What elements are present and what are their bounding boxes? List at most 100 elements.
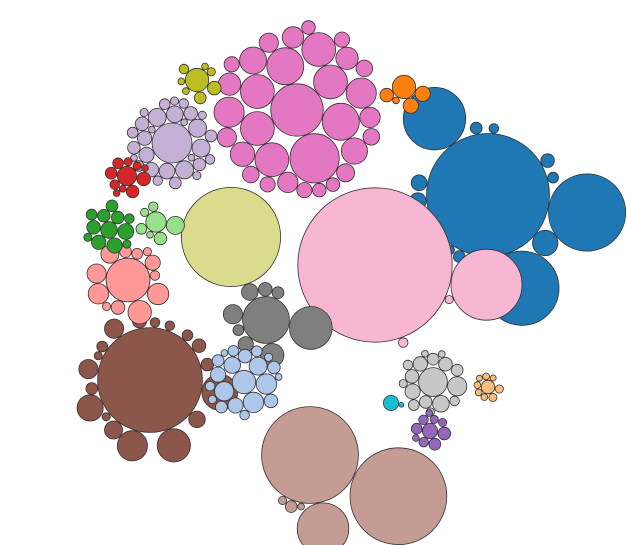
- bubble: [359, 106, 381, 129]
- bubble-group: [76, 313, 239, 463]
- bubble: [349, 447, 448, 545]
- bubble-group: [213, 20, 381, 199]
- bubble: [136, 171, 151, 187]
- bubble: [156, 428, 191, 463]
- bubble: [137, 130, 153, 146]
- bubble: [450, 248, 523, 321]
- bubble: [213, 96, 245, 128]
- bubble: [229, 141, 256, 167]
- bubble: [410, 422, 423, 435]
- bubble: [313, 64, 348, 100]
- bubble: [104, 420, 123, 440]
- bubble-group: [382, 394, 405, 411]
- bubble: [197, 110, 207, 120]
- bubble: [188, 118, 208, 138]
- bubble-group: [177, 62, 222, 105]
- bubble-group: [261, 406, 448, 545]
- bubble: [204, 129, 218, 143]
- bubble: [105, 199, 119, 213]
- bubble: [117, 165, 138, 186]
- bubble: [127, 140, 141, 155]
- bubble: [220, 349, 229, 357]
- bubble: [267, 360, 281, 375]
- bubble: [148, 201, 159, 212]
- bubble: [192, 157, 207, 172]
- bubble: [266, 47, 305, 86]
- bubble: [207, 394, 217, 404]
- bubble: [237, 348, 253, 364]
- bubble: [242, 165, 260, 184]
- bubble: [86, 220, 101, 235]
- bubble: [158, 98, 171, 110]
- bubble: [149, 317, 161, 328]
- bubble: [421, 422, 438, 439]
- bubble: [83, 232, 93, 242]
- bubble: [138, 146, 155, 163]
- bubble: [240, 111, 275, 146]
- bubble: [494, 384, 504, 394]
- bubble-group: [83, 199, 135, 254]
- bubble: [112, 189, 121, 197]
- bubble: [242, 296, 290, 344]
- bubble: [85, 208, 98, 221]
- bubble: [141, 164, 149, 172]
- bubble: [178, 63, 190, 75]
- bubble: [296, 182, 313, 199]
- bubble: [180, 118, 189, 126]
- bubble: [166, 105, 184, 124]
- bubble: [211, 354, 225, 367]
- bubble: [91, 234, 107, 250]
- bubble: [402, 97, 419, 114]
- bubble: [402, 359, 414, 371]
- bubble: [207, 80, 222, 96]
- bubble: [123, 157, 133, 167]
- bubble: [241, 283, 259, 301]
- bubble: [414, 85, 431, 102]
- bubble: [206, 67, 216, 77]
- bubble: [429, 414, 439, 424]
- bubble: [407, 399, 420, 411]
- bubble-group: [398, 349, 468, 417]
- bubble: [227, 397, 244, 414]
- bubble: [289, 133, 340, 184]
- bubble: [97, 208, 111, 223]
- bubble: [362, 128, 381, 146]
- bubble: [480, 393, 489, 401]
- bubble: [151, 122, 193, 164]
- bubble: [102, 301, 112, 311]
- bubble: [147, 108, 167, 127]
- bubble: [336, 163, 356, 183]
- bubble: [76, 394, 104, 422]
- bubble: [218, 72, 242, 96]
- bubble: [335, 46, 359, 70]
- bubble-group: [297, 187, 523, 348]
- bubble: [288, 306, 333, 350]
- bubble: [192, 171, 202, 181]
- bubble: [296, 502, 350, 545]
- bubble: [325, 177, 341, 192]
- bubble: [301, 20, 316, 35]
- bubble: [165, 215, 185, 235]
- bubble: [109, 179, 120, 190]
- bubble: [418, 414, 429, 426]
- bubble: [548, 173, 627, 252]
- bubble: [100, 221, 118, 239]
- bubble: [216, 127, 237, 148]
- bubble: [437, 350, 446, 358]
- bubble: [106, 237, 123, 254]
- bubble: [104, 166, 118, 180]
- bubble: [125, 184, 140, 199]
- bubble: [116, 430, 148, 462]
- bubble: [340, 137, 368, 165]
- bubble: [258, 282, 273, 297]
- bubble: [131, 248, 144, 260]
- bubble: [321, 102, 360, 141]
- bubble: [402, 86, 467, 151]
- bubble: [432, 395, 450, 413]
- bubble-group: [204, 345, 283, 421]
- bubble: [398, 379, 408, 389]
- bubble: [540, 153, 555, 168]
- bubble: [239, 409, 250, 421]
- bubble: [421, 349, 429, 358]
